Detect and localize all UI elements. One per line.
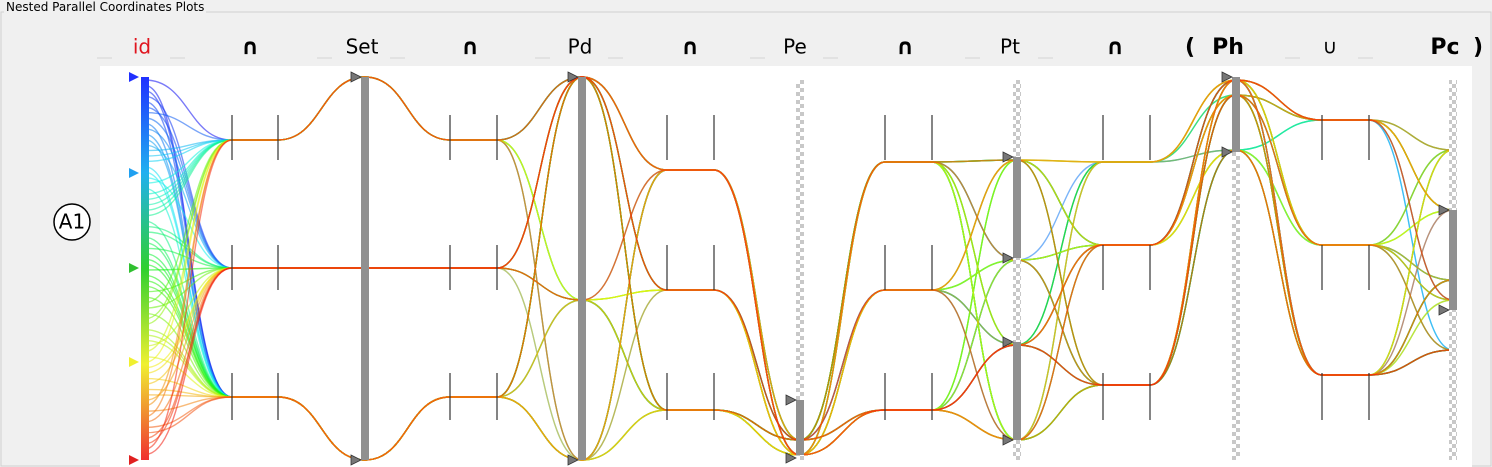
axis-brush [1449,210,1457,310]
id-marker [129,263,139,273]
operator-label: Ph [1212,35,1244,60]
panel-title: Nested Parallel Coordinates Plots [4,0,207,14]
operator-label: ( [1185,35,1195,60]
brush-handle [785,394,797,406]
brush-handle [1221,146,1233,158]
id-axis-bar [141,77,149,460]
id-marker [129,357,139,367]
axes [129,71,1457,466]
operator-label: ∩ [896,35,914,60]
axis-checker [1232,80,1240,460]
plot-area [100,66,1472,467]
axis-checker [796,80,804,460]
operator-label: ∩ [1106,35,1124,60]
brush-handle [350,454,362,466]
axis-label: Pe [783,35,807,59]
axis-brush [1013,342,1021,440]
brush-handle [1221,71,1233,83]
annotation-circle [53,203,91,241]
axis-label: id [133,35,151,59]
brush-handle [567,71,579,83]
axis-label: ∪ [1323,35,1338,59]
brush-handle [1002,252,1014,264]
brush-handle [1438,304,1450,316]
operator-label: ∩ [241,35,259,60]
operator-label: Pc [1430,35,1459,60]
brush-handle [567,454,579,466]
axis-label: Pt [1000,35,1020,59]
brush-handle [350,71,362,83]
axis-brush [1232,77,1240,152]
id-marker [129,72,139,82]
brush-handle [1002,336,1014,348]
axis-label: Pd [568,35,593,59]
axis-checker [1013,80,1021,460]
annotation-label: A1 [59,210,85,234]
brush-handle [1438,204,1450,216]
operator-label: ) [1473,35,1483,60]
axis-brush [796,400,804,455]
operator-label: ∩ [681,35,699,60]
operator-label: ∩ [461,35,479,60]
id-marker [129,168,139,178]
header-row: id ∩ Set ∩ Pd ∩ Pe ∩ Pt ∩ ( Ph ∪ Pc) [97,35,1483,60]
id-marker [129,455,139,465]
axis-label: Set [346,35,379,59]
axis-bar [578,77,586,460]
axis-bar [361,77,369,460]
axis-brush [1013,157,1021,258]
brush-handle [1002,151,1014,163]
brush-handle [785,452,797,464]
brush-handle [1002,434,1014,446]
